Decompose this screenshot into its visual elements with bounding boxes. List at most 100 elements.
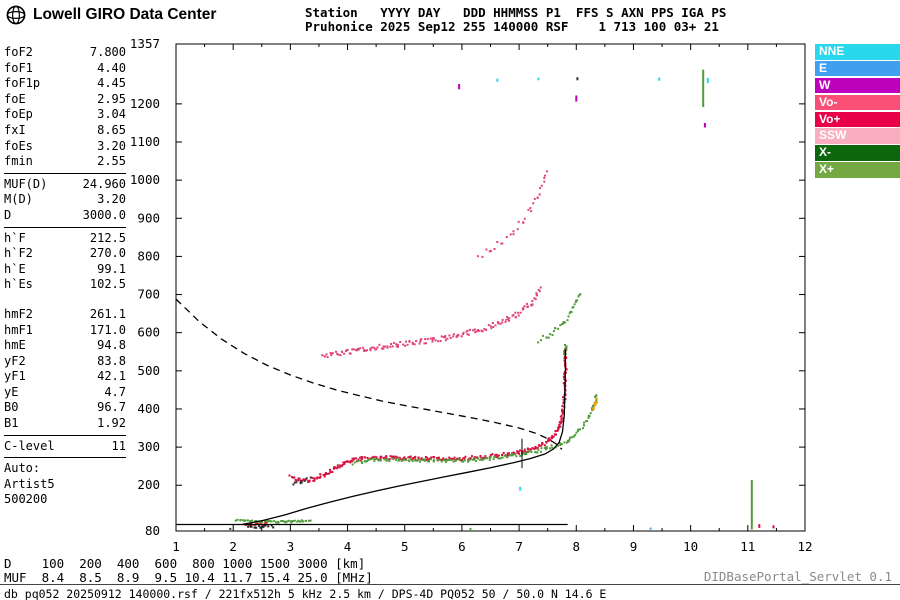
- x-tick-label: 8: [573, 539, 581, 554]
- param-row-hmf1: hmF1 171.0: [4, 323, 126, 339]
- x-tick-label: 6: [458, 539, 466, 554]
- param-label: C-level: [4, 438, 55, 453]
- param-label: fxI: [4, 122, 26, 137]
- autoscaling-value: 500200: [4, 492, 48, 507]
- trace-second-hop-o: [321, 286, 542, 359]
- trace-x-tail-amber: [592, 397, 598, 411]
- x-tick-label: 12: [797, 539, 812, 554]
- muf-row: MUF 8.4 8.5 8.9 9.5 10.4 11.7 15.4 25.0 …: [4, 570, 373, 585]
- x-tick-label: 11: [740, 539, 755, 554]
- param-value: 4.40: [97, 60, 126, 75]
- param-row-fof2: foF2 7.800: [4, 45, 126, 61]
- trace-es-dark: [247, 524, 275, 529]
- param-row-fof1: foF1 4.40: [4, 61, 126, 77]
- param-value: 3.04: [97, 107, 126, 122]
- y-tick-label: 900: [137, 210, 160, 225]
- footer-separator: [0, 584, 900, 585]
- legend-item-w: W: [815, 77, 900, 94]
- legend-item-vominus: Vo-: [815, 94, 900, 111]
- param-group: MUF(D) 24.960 M(D) 3.20 D 3000.0: [4, 177, 126, 228]
- param-label: hmE: [4, 338, 26, 353]
- param-label: hmF2: [4, 306, 33, 321]
- trace-f-trace-x: [351, 394, 598, 466]
- param-row-ye: yE 4.7: [4, 385, 126, 401]
- param-row-foe: foE 2.95: [4, 92, 126, 108]
- param-row-clevel: C-level 11: [4, 439, 126, 455]
- noise-speck: [496, 78, 499, 82]
- param-row-hes: h`Es 102.5: [4, 277, 126, 293]
- param-value: 7.800: [89, 45, 126, 59]
- param-value: 99.1: [97, 261, 126, 276]
- noise-speck: [658, 77, 661, 81]
- param-label: yF2: [4, 353, 26, 368]
- x-tick-label: 5: [401, 539, 409, 554]
- param-value: 42.1: [97, 369, 126, 384]
- param-row-he: h`E 99.1: [4, 262, 126, 278]
- param-row-hf: h`F 212.5: [4, 231, 126, 247]
- echo-direction-legend: NNE E W Vo- Vo+ SSW X- X+: [815, 44, 900, 179]
- noise-speck: [519, 486, 522, 491]
- param-row-b1: B1 1.92: [4, 416, 126, 432]
- param-row-hme: hmE 94.8: [4, 338, 126, 354]
- param-value: 2.55: [97, 154, 126, 169]
- servlet-version: DIDBasePortal_Servlet 0.1: [703, 569, 892, 584]
- param-label: yE: [4, 384, 19, 399]
- brand-title: Lowell GIRO Data Center: [33, 6, 217, 23]
- x-tick-label: 1: [172, 539, 180, 554]
- param-value: 4.7: [104, 384, 126, 399]
- param-label: foEs: [4, 138, 33, 153]
- param-label: foF1p: [4, 76, 41, 91]
- y-tick-label: 1100: [130, 134, 160, 149]
- noise-speck: [537, 77, 540, 81]
- y-tick-label: 300: [137, 439, 160, 454]
- y-tick-label: 600: [137, 325, 160, 340]
- param-value: 3.20: [97, 192, 126, 207]
- param-group: h`F 212.5 h`F2 270.0 h`E 99.1 h`Es 102.5: [4, 231, 126, 293]
- legend-item-nne: NNE: [815, 44, 900, 60]
- param-value: 102.5: [89, 277, 126, 292]
- noise-speck: [649, 527, 652, 530]
- param-label: h`Es: [4, 277, 33, 292]
- param-value: 4.45: [97, 76, 126, 91]
- param-value: 212.5: [89, 230, 126, 245]
- noise-speck: [772, 525, 775, 529]
- param-label: B1: [4, 416, 19, 431]
- y-tick-label: 500: [137, 363, 160, 378]
- param-label: h`E: [4, 261, 26, 276]
- noise-speck: [458, 84, 461, 90]
- param-row-yf2: yF2 83.8: [4, 354, 126, 370]
- station-header-values: Pruhonice 2025 Sep12 255 140000 RSF 1 71…: [305, 19, 719, 34]
- trace-second-hop-x: [537, 293, 582, 344]
- y-tick-label: 400: [137, 401, 160, 416]
- parameter-panel: foF2 7.800 foF1 4.40 foF1p 4.45 foE 2.95 foEp 3.0…: [4, 45, 126, 508]
- line-true-height-profile: [241, 349, 567, 526]
- noise-speck: [229, 527, 232, 530]
- legend-item-e: E: [815, 60, 900, 77]
- x-tick-label: 10: [683, 539, 698, 554]
- param-value: 8.65: [97, 122, 126, 137]
- trace-es-trace-x: [234, 518, 312, 524]
- param-value: 261.1: [89, 306, 126, 321]
- legend-item-xminus: X-: [815, 145, 900, 161]
- param-value: 11: [111, 438, 126, 453]
- param-row-mufd: MUF(D) 24.960: [4, 177, 126, 193]
- noise-speck: [750, 479, 753, 530]
- param-row-d: D 3000.0: [4, 208, 126, 224]
- noise-speck: [576, 77, 579, 81]
- param-value: 2.95: [97, 91, 126, 106]
- param-value: 24.960: [82, 176, 126, 191]
- y-tick-label: 700: [137, 287, 160, 302]
- noise-speck: [706, 77, 709, 84]
- y-tick-label: 800: [137, 248, 160, 263]
- noise-speck: [469, 527, 472, 530]
- param-label: foF2: [4, 45, 33, 59]
- legend-item-voplus: Vo+: [815, 111, 900, 128]
- y-tick-label: 80: [145, 523, 160, 538]
- param-row-fmin: fmin 2.55: [4, 154, 126, 170]
- param-group: hmF2 261.1 hmF1 171.0 hmE 94.8 yF2 83.8 yF1 42.1 y…: [4, 307, 126, 436]
- param-label: B0: [4, 400, 19, 415]
- noise-speck: [703, 122, 706, 128]
- param-value: 270.0: [89, 246, 126, 261]
- param-row-foes: foEs 3.20: [4, 139, 126, 155]
